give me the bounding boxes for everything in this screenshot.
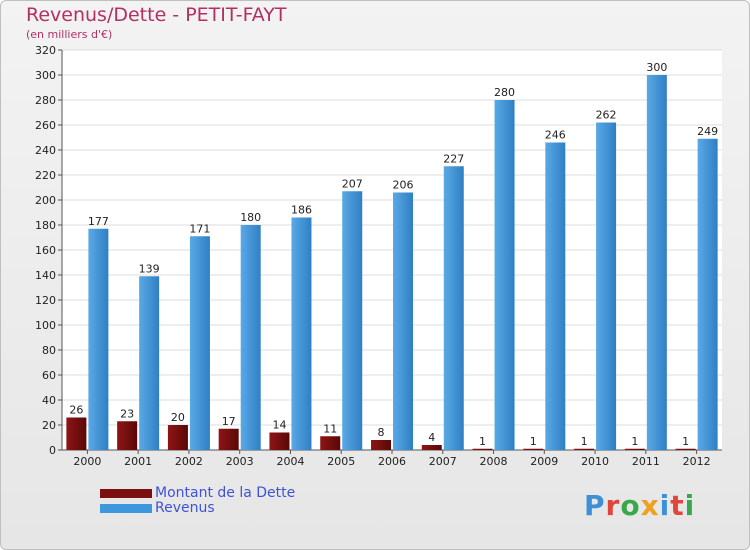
data-label-revenus: 177 bbox=[88, 215, 109, 228]
data-label-dette: 11 bbox=[323, 422, 337, 435]
bar-revenus bbox=[139, 276, 160, 450]
y-tick-label: 80 bbox=[42, 344, 56, 357]
bar-revenus bbox=[697, 138, 718, 450]
bar-revenus bbox=[342, 191, 363, 450]
data-label-dette: 1 bbox=[530, 435, 537, 448]
x-tick-label: 2006 bbox=[378, 455, 406, 468]
data-label-revenus: 249 bbox=[697, 125, 718, 138]
data-label-dette: 26 bbox=[69, 404, 83, 417]
bar-revenus bbox=[291, 217, 312, 450]
data-label-revenus: 246 bbox=[545, 129, 566, 142]
data-label-revenus: 227 bbox=[443, 152, 464, 165]
data-label-dette: 23 bbox=[120, 407, 134, 420]
logo-letter: i bbox=[659, 489, 671, 522]
x-tick-label: 2003 bbox=[226, 455, 254, 468]
x-tick-label: 2009 bbox=[530, 455, 558, 468]
bar-dette bbox=[117, 421, 138, 450]
bar-dette bbox=[574, 448, 595, 450]
data-label-revenus: 186 bbox=[291, 204, 312, 217]
bar-revenus bbox=[443, 166, 464, 450]
y-tick-label: 300 bbox=[35, 69, 56, 82]
data-label-dette: 1 bbox=[479, 435, 486, 448]
x-tick-label: 2012 bbox=[683, 455, 711, 468]
y-tick-label: 20 bbox=[42, 419, 56, 432]
bar-dette bbox=[523, 448, 544, 450]
bar-revenus bbox=[545, 142, 566, 450]
data-label-dette: 8 bbox=[378, 426, 385, 439]
y-tick-label: 60 bbox=[42, 369, 56, 382]
x-tick-label: 2000 bbox=[73, 455, 101, 468]
bar-dette bbox=[269, 432, 290, 450]
x-tick-label: 2002 bbox=[175, 455, 203, 468]
y-tick-label: 160 bbox=[35, 244, 56, 257]
bar-dette bbox=[66, 417, 87, 450]
bar-dette bbox=[675, 448, 696, 450]
y-tick-label: 320 bbox=[35, 44, 56, 57]
legend-swatch-dette bbox=[100, 489, 152, 498]
data-label-revenus: 180 bbox=[240, 211, 261, 224]
logo-letter: x bbox=[640, 489, 660, 522]
legend-label-revenus: Revenus bbox=[155, 500, 215, 516]
x-tick-label: 2011 bbox=[632, 455, 660, 468]
x-tick-label: 2001 bbox=[124, 455, 152, 468]
data-label-dette: 17 bbox=[222, 415, 236, 428]
x-tick-label: 2007 bbox=[429, 455, 457, 468]
y-tick-label: 120 bbox=[35, 294, 56, 307]
logo-letter: r bbox=[605, 489, 621, 522]
y-tick-label: 240 bbox=[35, 144, 56, 157]
x-tick-label: 2005 bbox=[327, 455, 355, 468]
legend-swatch-revenus bbox=[100, 504, 152, 513]
logo-letter: o bbox=[620, 489, 641, 522]
y-tick-label: 200 bbox=[35, 194, 56, 207]
bar-revenus bbox=[494, 100, 515, 450]
bar-dette bbox=[320, 436, 341, 450]
data-label-dette: 4 bbox=[428, 431, 435, 444]
logo-letter: t bbox=[670, 489, 685, 522]
x-tick-label: 2004 bbox=[276, 455, 304, 468]
data-label-revenus: 300 bbox=[646, 61, 667, 74]
data-label-revenus: 139 bbox=[139, 262, 160, 275]
y-tick-label: 100 bbox=[35, 319, 56, 332]
logo-letter: i bbox=[684, 489, 696, 522]
data-label-dette: 1 bbox=[581, 435, 588, 448]
chart-subtitle: (en milliers d'€) bbox=[26, 28, 113, 41]
bar-dette bbox=[624, 448, 645, 450]
bar-revenus bbox=[240, 225, 261, 450]
logo-letter: P bbox=[584, 489, 606, 522]
chart-title: Revenus/Dette - PETIT-FAYT bbox=[26, 4, 287, 26]
bar-dette bbox=[421, 445, 442, 450]
bar-dette bbox=[371, 440, 391, 450]
bar-revenus bbox=[646, 75, 667, 450]
data-label-revenus: 206 bbox=[393, 179, 414, 192]
y-tick-label: 140 bbox=[35, 269, 56, 282]
y-tick-label: 0 bbox=[49, 444, 56, 457]
y-tick-label: 40 bbox=[42, 394, 56, 407]
y-tick-label: 280 bbox=[35, 94, 56, 107]
bar-dette bbox=[167, 425, 188, 450]
bar-dette bbox=[472, 448, 493, 450]
y-tick-label: 220 bbox=[35, 169, 56, 182]
x-tick-label: 2008 bbox=[480, 455, 508, 468]
data-label-revenus: 171 bbox=[189, 222, 210, 235]
x-tick-label: 2010 bbox=[581, 455, 609, 468]
proxiti-logo: Proxiti bbox=[584, 489, 695, 522]
data-label-dette: 20 bbox=[171, 411, 185, 424]
bar-revenus bbox=[88, 228, 109, 450]
data-label-dette: 14 bbox=[272, 419, 286, 432]
bar-revenus bbox=[189, 236, 210, 450]
bar-revenus bbox=[596, 122, 617, 450]
legend-label-dette: Montant de la Dette bbox=[155, 485, 296, 501]
y-tick-label: 180 bbox=[35, 219, 56, 232]
data-label-revenus: 280 bbox=[494, 86, 515, 99]
data-label-dette: 1 bbox=[631, 435, 638, 448]
bar-revenus bbox=[393, 192, 413, 450]
bar-dette bbox=[218, 428, 239, 450]
data-label-revenus: 207 bbox=[342, 177, 363, 190]
data-label-dette: 1 bbox=[682, 435, 689, 448]
data-label-revenus: 262 bbox=[596, 109, 617, 122]
y-tick-label: 260 bbox=[35, 119, 56, 132]
